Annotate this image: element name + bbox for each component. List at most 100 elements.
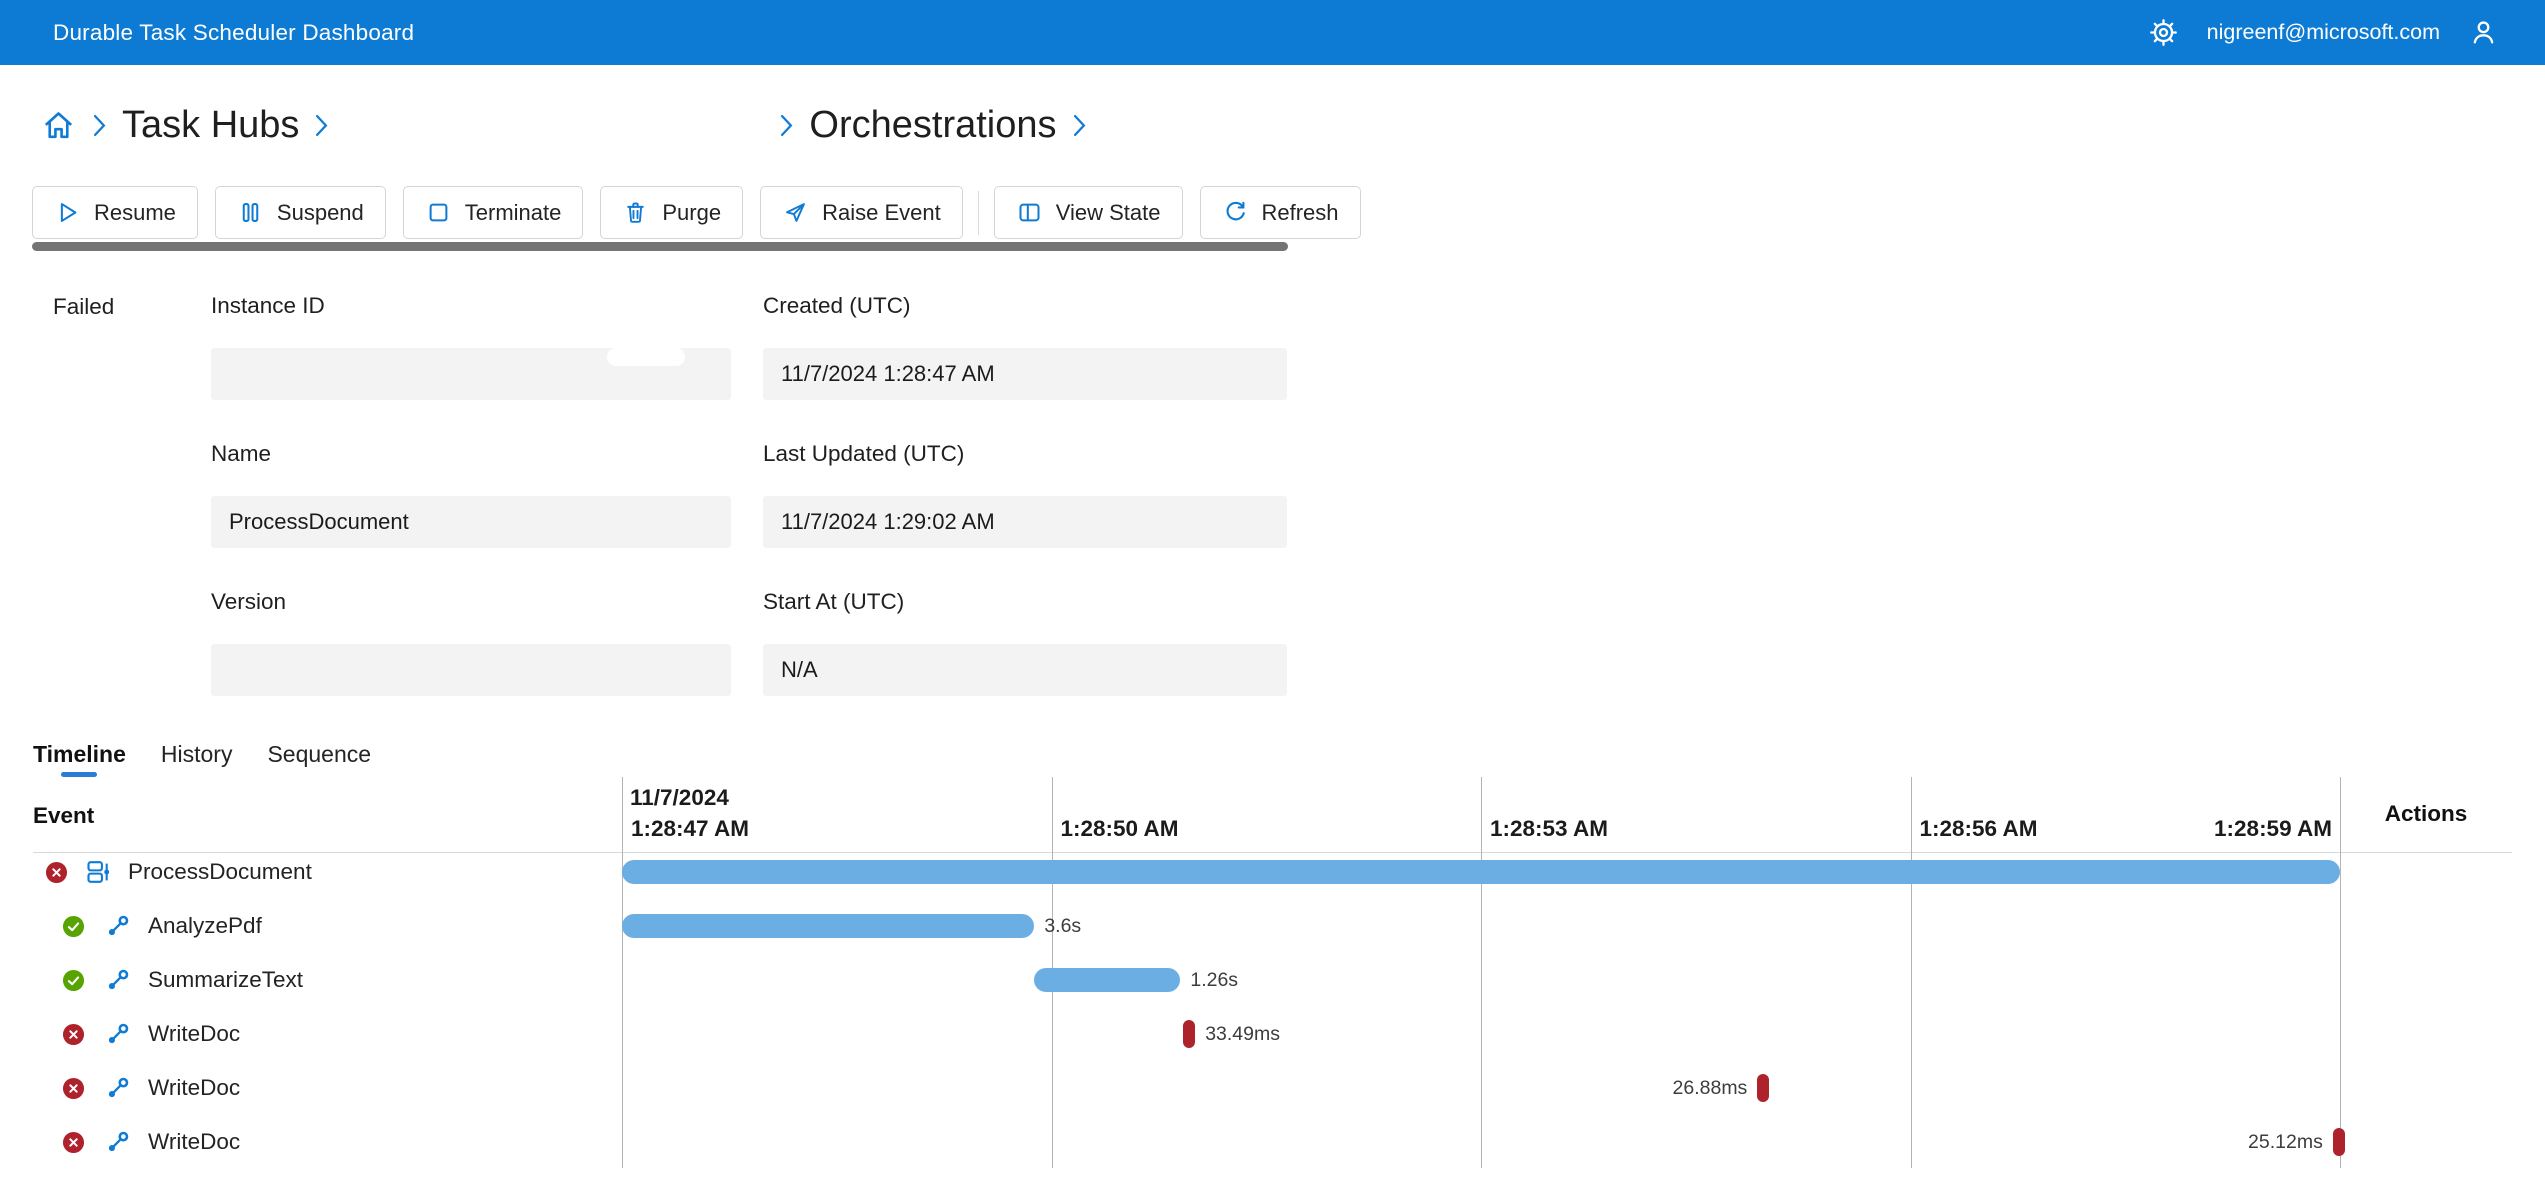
horizontal-scrollbar[interactable] (32, 242, 1288, 251)
refresh-icon (1225, 201, 1245, 221)
topbar-right-group: nigreenf@microsoft.com (2148, 17, 2499, 48)
actions-column-divider (2340, 777, 2341, 1168)
breadcrumb-task-hubs[interactable]: Task Hubs (122, 103, 300, 146)
event-name: AnalyzePdf (148, 913, 262, 938)
axis-tick-label: 1:28:59 AM (2214, 816, 2332, 841)
pause-icon (242, 203, 259, 222)
terminate-button[interactable]: Terminate (402, 186, 584, 239)
event-name: WriteDoc (148, 1075, 241, 1100)
redaction-mark (607, 348, 685, 366)
activity-link-icon (108, 915, 129, 936)
raise-event-button[interactable]: Raise Event (760, 186, 963, 239)
event-name: SummarizeText (148, 967, 304, 992)
breadcrumb-spacer (344, 120, 764, 130)
field-value: N/A (763, 644, 1287, 696)
field-last-updated-utc: Last Updated (UTC) 11/7/2024 1:29:02 AM (763, 440, 1287, 548)
failed-status-icon (45, 861, 68, 883)
play-icon (60, 203, 77, 222)
home-icon[interactable] (40, 107, 77, 144)
timeline-row-processdocument: ProcessDocument (0, 845, 2545, 899)
tab-history[interactable]: History (160, 741, 233, 767)
timeline-row-summarizetext: SummarizeText 1.26s (0, 953, 2545, 1007)
event-name: ProcessDocument (128, 859, 312, 884)
duration-label: 33.49ms (1205, 1023, 1280, 1045)
user-email: nigreenf@microsoft.com (2206, 20, 2440, 44)
activity-link-icon (108, 1023, 129, 1044)
duration-bar (622, 914, 1035, 938)
axis-tick-label: 1:28:53 AM (1490, 816, 1608, 841)
activity-link-icon (108, 969, 129, 990)
event-column-header: Event (33, 803, 95, 828)
timeline-gridline (1910, 777, 1912, 1168)
activity-link-icon (108, 1131, 129, 1152)
failed-status-icon (62, 1131, 85, 1153)
duration-bar (1757, 1074, 1770, 1102)
activity-link-icon (108, 1077, 129, 1098)
tab-sequence[interactable]: Sequence (267, 741, 372, 767)
chevron-right-icon (314, 113, 329, 138)
button-label: Resume (94, 199, 176, 225)
field-value: 11/7/2024 1:28:47 AM (763, 348, 1287, 400)
status-badge: Failed (35, 294, 114, 320)
button-label: Suspend (276, 199, 364, 225)
axis-tick-label: 1:28:50 AM (1060, 816, 1179, 841)
orchestration-icon (87, 861, 110, 883)
field-name: Name ProcessDocument (211, 440, 731, 548)
suspend-button[interactable]: Suspend (214, 186, 386, 239)
status-label: Failed (53, 294, 115, 319)
timeline-row-writedoc: WriteDoc 26.88ms (0, 1061, 2545, 1115)
resume-button[interactable]: Resume (32, 186, 198, 239)
succeeded-status-icon (62, 969, 85, 991)
breadcrumb-orchestrations[interactable]: Orchestrations (809, 103, 1057, 146)
view-state-icon (1019, 203, 1040, 222)
refresh-button[interactable]: Refresh (1199, 186, 1361, 239)
button-label: Purge (662, 199, 722, 225)
stop-icon (429, 203, 448, 222)
timeline-row-analyzepdf: AnalyzePdf 3.6s (0, 899, 2545, 953)
succeeded-status-icon (62, 915, 85, 937)
details-grid: Instance ID Created (UTC) 11/7/2024 1:28:4… (211, 292, 1289, 736)
field-value (211, 348, 731, 400)
field-value (211, 644, 731, 696)
field-start-at-utc: Start At (UTC) N/A (763, 588, 1287, 696)
field-label: Instance ID (211, 293, 325, 318)
duration-bar (622, 860, 2340, 884)
send-icon (786, 203, 805, 222)
axis-tick-label: 1:28:56 AM (1919, 816, 2038, 841)
field-value: ProcessDocument (211, 496, 731, 548)
duration-label: 3.6s (1044, 915, 1082, 937)
timeline-row-writedoc: WriteDoc 33.49ms (0, 1007, 2545, 1061)
view-state-button[interactable]: View State (993, 186, 1183, 239)
duration-bar (1034, 968, 1181, 992)
duration-bar (1183, 1020, 1196, 1048)
button-label: View State (1055, 199, 1161, 225)
tab-timeline[interactable]: Timeline (33, 741, 126, 777)
failed-status-icon (62, 1077, 85, 1099)
gear-icon[interactable] (2148, 17, 2179, 48)
button-label: Raise Event (822, 199, 941, 225)
field-label: Version (211, 589, 287, 614)
toolbar: Resume Suspend Terminate Purge Raise Event Vi… (32, 186, 1361, 239)
button-label: Terminate (464, 199, 562, 225)
chevron-right-icon (92, 113, 107, 138)
event-name: WriteDoc (148, 1021, 241, 1046)
field-label: Last Updated (UTC) (763, 441, 965, 466)
field-label: Created (UTC) (763, 293, 911, 318)
tab-bar: Timeline History Sequence (33, 741, 371, 777)
timeline-row-writedoc: WriteDoc 25.12ms (0, 1115, 2545, 1169)
field-label: Start At (UTC) (763, 589, 905, 614)
chevron-right-icon (1072, 113, 1087, 138)
duration-label: 1.26s (1190, 969, 1239, 991)
person-icon[interactable] (2468, 17, 2499, 48)
timeline-gridline (1481, 777, 1482, 1168)
view-state-action-icon[interactable] (2387, 1129, 2545, 1183)
app-title: Durable Task Scheduler Dashboard (53, 19, 415, 45)
purge-button[interactable]: Purge (600, 186, 744, 239)
axis-tick-label: 1:28:47 AM (631, 816, 749, 841)
duration-bar (2332, 1128, 2345, 1156)
field-label: Name (211, 441, 272, 466)
axis-date-label: 11/7/2024 (630, 785, 729, 810)
event-name: WriteDoc (148, 1129, 241, 1154)
field-created-utc: Created (UTC) 11/7/2024 1:28:47 AM (763, 292, 1287, 400)
button-label: Refresh (1261, 199, 1339, 225)
